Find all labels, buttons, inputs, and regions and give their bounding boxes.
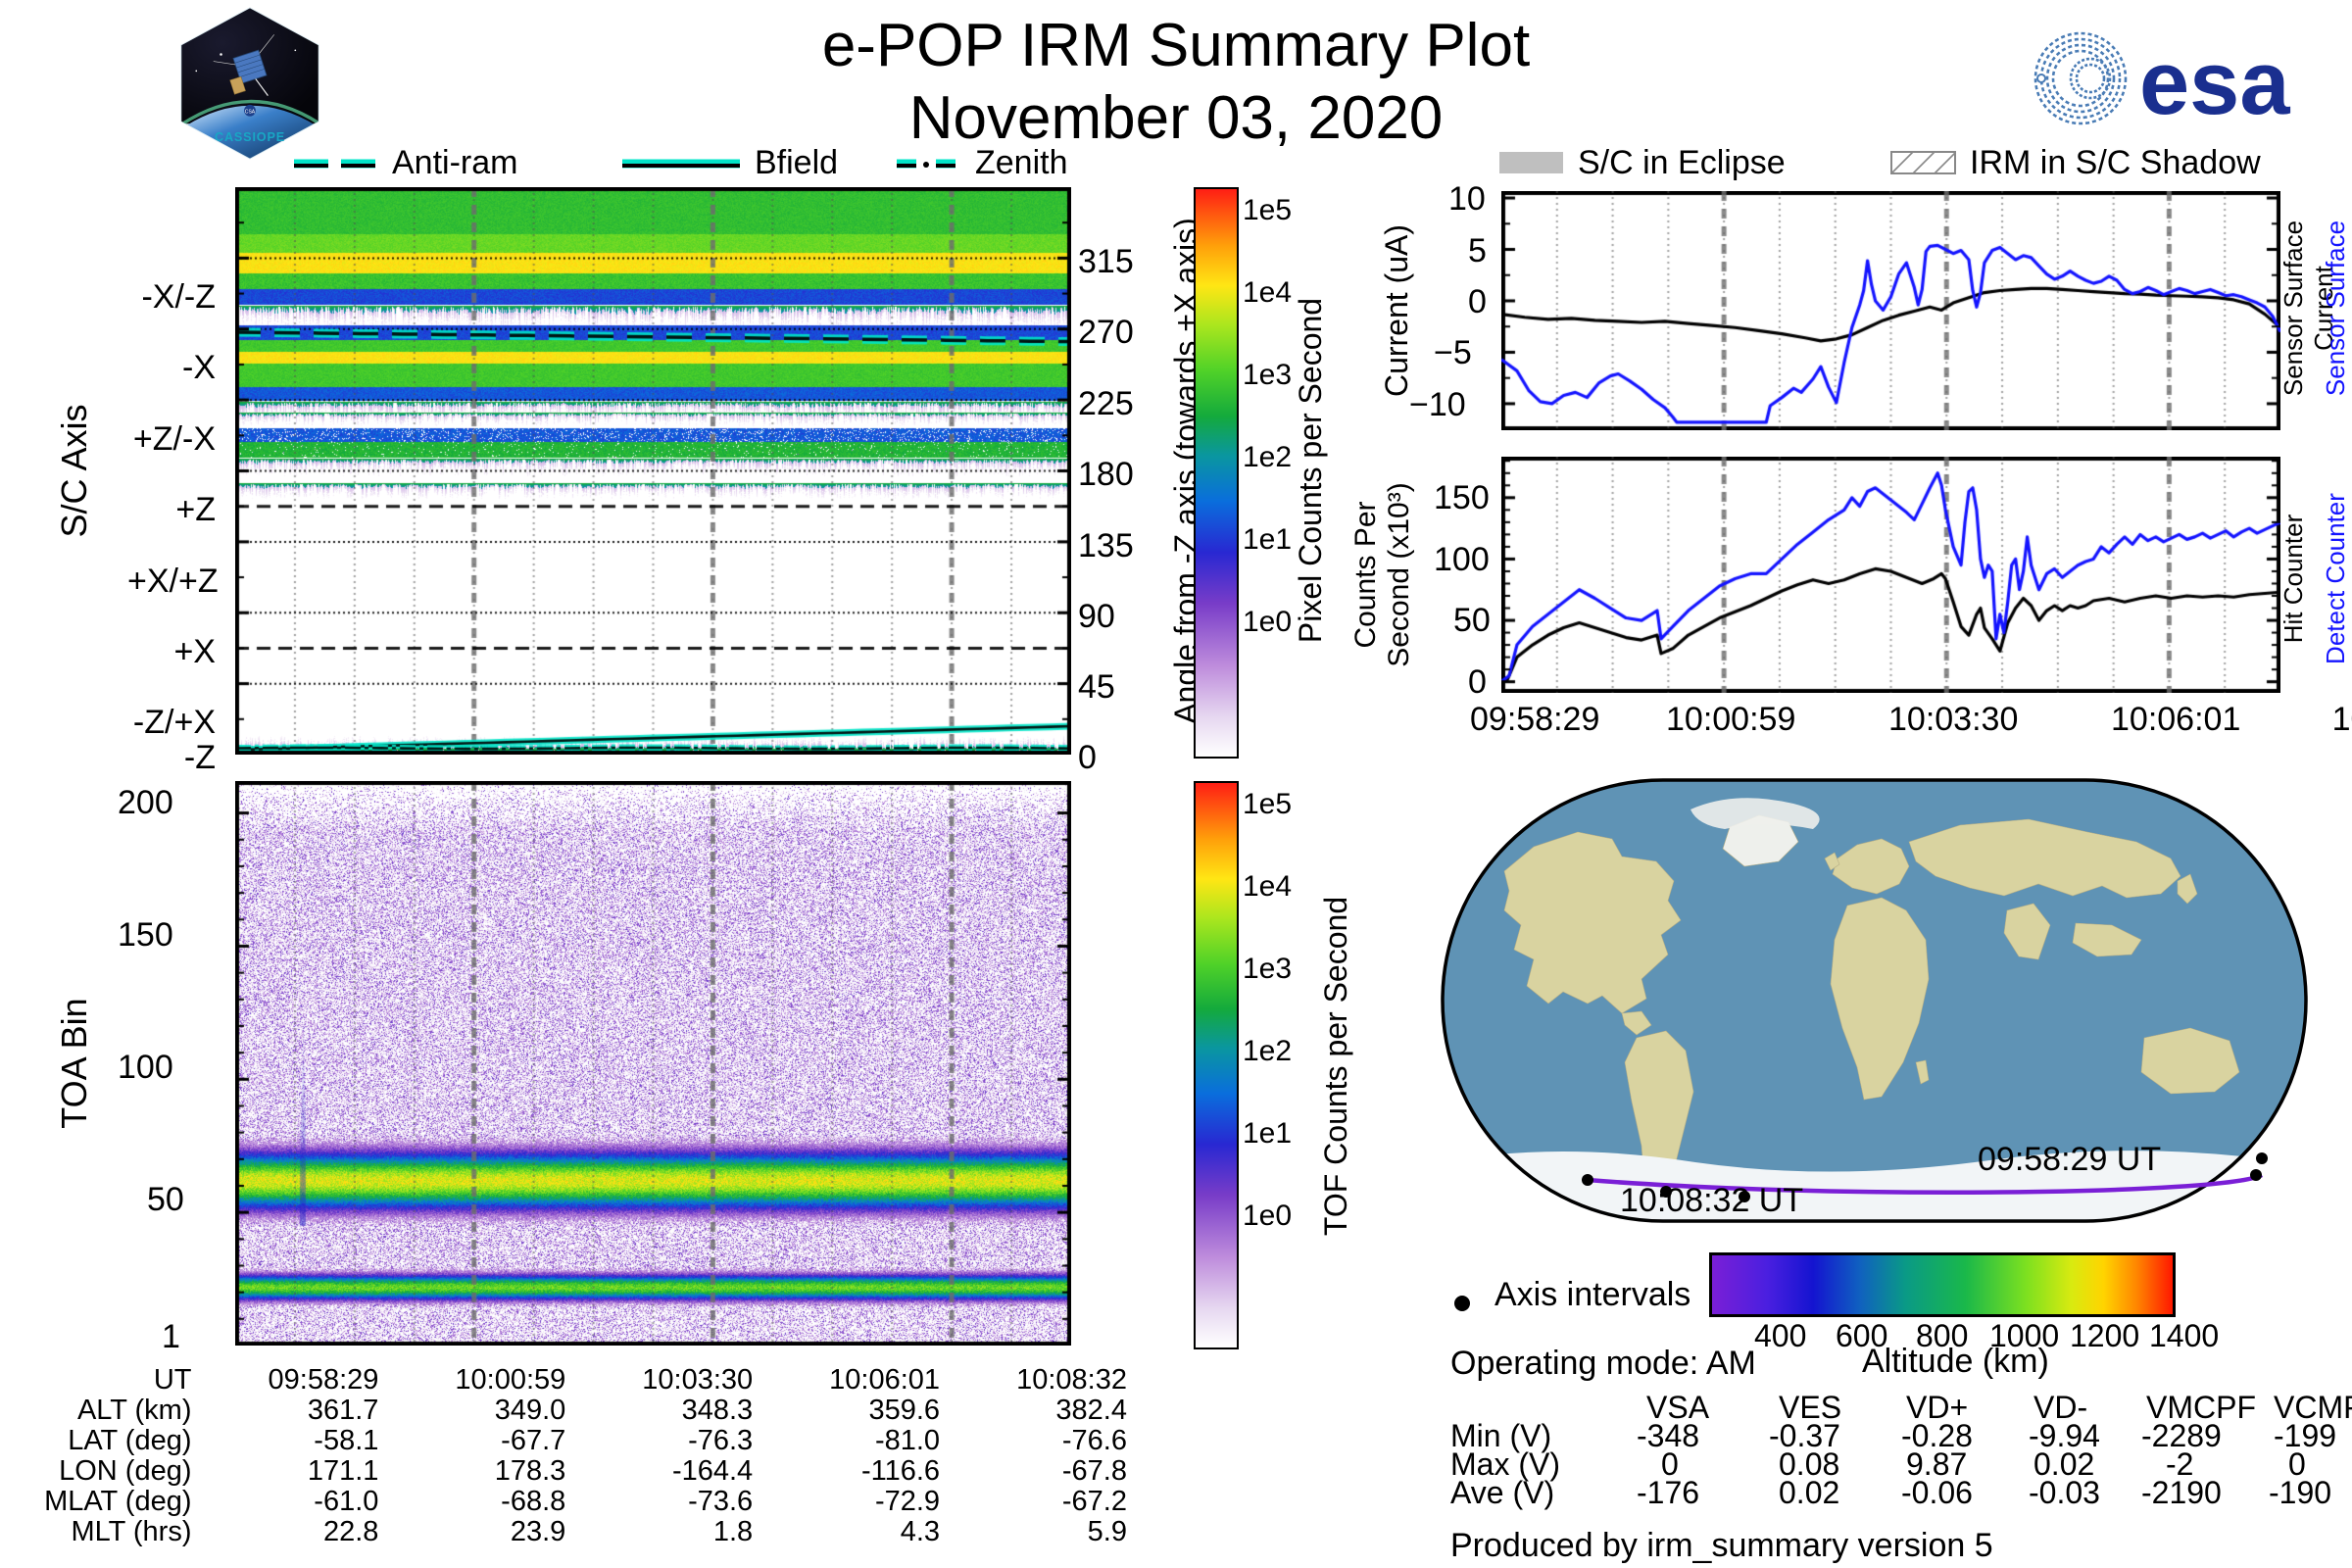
- svg-text:esa: esa: [2139, 33, 2290, 133]
- svg-text:Anti-ram: Anti-ram: [392, 145, 517, 181]
- svg-text:Bfield: Bfield: [755, 145, 838, 181]
- svg-text:10:08:32 UT: 10:08:32 UT: [1620, 1182, 1803, 1219]
- svg-text:S/C in Eclipse: S/C in Eclipse: [1578, 147, 1786, 181]
- svg-text:Zenith: Zenith: [975, 145, 1068, 181]
- svg-text:09:58:29 UT: 09:58:29 UT: [1978, 1141, 2161, 1178]
- svg-text:IRM in S/C Shadow: IRM in S/C Shadow: [1970, 147, 2261, 181]
